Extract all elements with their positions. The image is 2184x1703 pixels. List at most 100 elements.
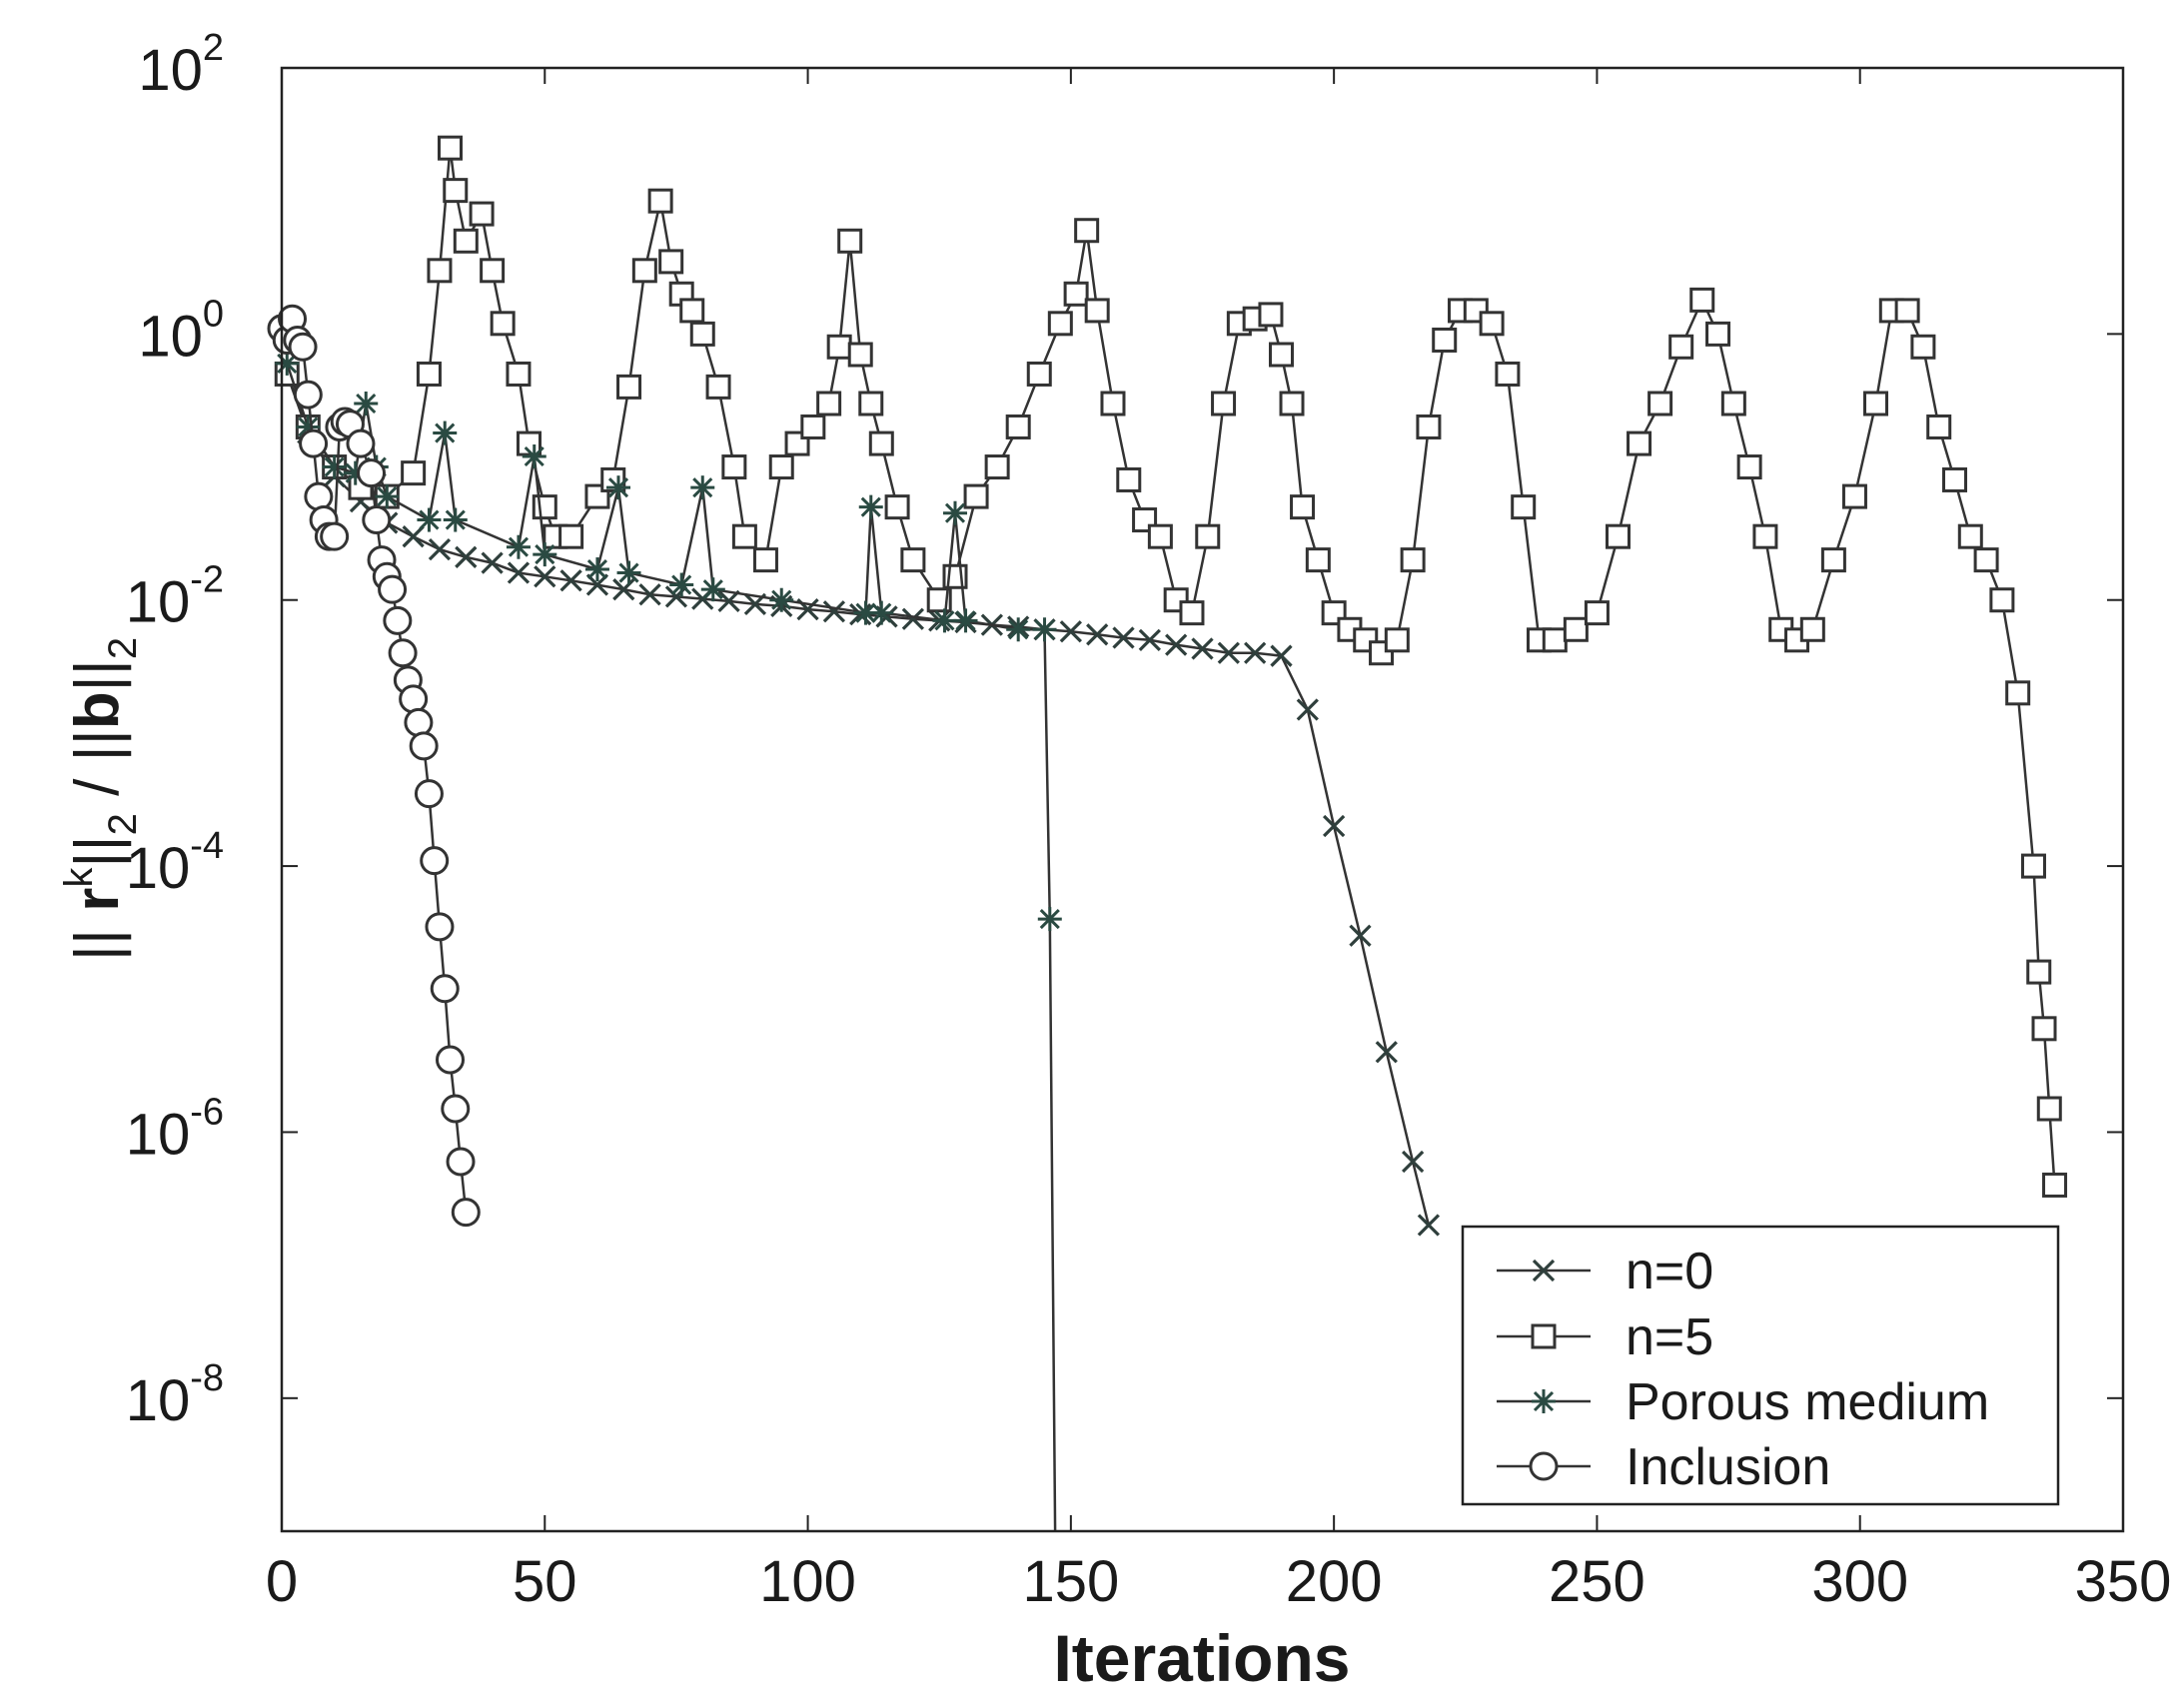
- data-point-square: [490, 311, 516, 337]
- data-point-circle: [346, 428, 376, 458]
- data-point-circle: [299, 428, 329, 458]
- x-tick-label: 150: [1022, 1549, 1119, 1614]
- data-point-square: [1400, 547, 1426, 573]
- data-point-x: [534, 565, 556, 588]
- data-point-x: [1112, 626, 1135, 649]
- data-point-square: [1705, 321, 1731, 347]
- data-point-square: [658, 249, 684, 275]
- data-point-square: [2026, 959, 2052, 985]
- data-point-star: [533, 542, 557, 567]
- data-point-square: [1179, 600, 1205, 626]
- data-point-square: [1926, 414, 1952, 439]
- data-point-square: [427, 258, 453, 284]
- y-tick-label: 10-8: [126, 1357, 224, 1433]
- data-point-star: [1032, 617, 1057, 642]
- data-point-square: [1495, 361, 1521, 387]
- data-point-square: [443, 178, 469, 204]
- data-point-square: [1511, 494, 1537, 520]
- data-point-star: [322, 454, 347, 479]
- data-point-x: [1349, 924, 1372, 947]
- data-point-square: [1941, 466, 1967, 492]
- data-point-square: [1479, 311, 1505, 337]
- data-point-circle: [362, 505, 392, 535]
- data-point-square: [984, 454, 1010, 480]
- data-point-circle: [446, 1147, 476, 1177]
- data-point-square: [1279, 391, 1305, 417]
- legend-marker-star: [1532, 1389, 1556, 1413]
- x-tick-label: 100: [759, 1549, 856, 1614]
- data-point-square: [1542, 627, 1568, 653]
- data-point-square: [837, 228, 863, 254]
- data-point-square: [1910, 334, 1936, 360]
- data-point-square: [1047, 311, 1073, 337]
- data-point-x: [1244, 641, 1267, 664]
- data-point-square: [1063, 281, 1089, 307]
- data-point-circle: [425, 912, 455, 942]
- legend: n=0 n=5 Porous medium Inclusion: [1461, 1225, 2060, 1506]
- series-line: [286, 363, 1057, 1532]
- data-point-square: [1605, 523, 1631, 549]
- legend-box: [1461, 1225, 2060, 1506]
- legend-marker-glyph: [1532, 1259, 1556, 1282]
- legend-label-n0: n=0: [1626, 1243, 1713, 1300]
- data-point-x: [507, 561, 531, 584]
- data-point-star: [606, 475, 631, 500]
- data-point-square: [721, 454, 747, 480]
- tick-labels: 0 50 100 150 200 250 300 350 102 100 10-2 10-4 10-6 1…: [126, 27, 2172, 1614]
- data-point-square: [752, 547, 778, 573]
- data-point-x: [1059, 620, 1082, 643]
- x-axis-title: Iterations: [1053, 1621, 1350, 1695]
- data-point-square: [1005, 414, 1031, 439]
- data-point-x: [822, 600, 846, 623]
- data-point-star: [584, 557, 609, 582]
- data-point-square: [847, 342, 873, 368]
- data-point-star: [433, 421, 458, 445]
- legend-marker-glyph: [1529, 1451, 1559, 1481]
- x-tick-label: 0: [266, 1549, 298, 1614]
- data-point-x: [1165, 633, 1188, 656]
- data-point-square: [705, 374, 731, 400]
- legend-label-n5: n=5: [1626, 1308, 1713, 1366]
- data-point-square: [1820, 547, 1846, 573]
- data-point-square: [816, 391, 842, 417]
- data-point-square: [1689, 287, 1715, 313]
- data-point-square: [900, 547, 926, 573]
- y-tick-label: 100: [138, 293, 224, 369]
- data-point-square: [1026, 361, 1052, 387]
- data-point-x: [402, 525, 425, 548]
- data-point-square: [631, 258, 657, 284]
- data-point-circle: [441, 1094, 471, 1124]
- data-point-star: [1037, 907, 1062, 932]
- data-point-square: [1384, 627, 1410, 653]
- data-point-circle: [320, 521, 350, 551]
- data-point-square: [884, 494, 910, 520]
- data-point-square: [2036, 1096, 2062, 1122]
- data-point-square: [1841, 483, 1867, 509]
- data-point-x: [1323, 814, 1346, 838]
- data-point-star: [417, 507, 442, 532]
- data-point-x: [559, 569, 582, 592]
- data-point-square: [1074, 218, 1100, 244]
- data-point-circle: [383, 605, 413, 635]
- data-point-circle: [399, 684, 429, 714]
- data-point-square: [469, 201, 495, 227]
- data-point-star: [953, 608, 978, 633]
- data-point-x: [638, 583, 661, 606]
- data-point-x: [1138, 628, 1161, 651]
- data-point-star: [769, 587, 794, 612]
- legend-label-porous: Porous medium: [1626, 1373, 1989, 1431]
- data-point-square: [1736, 454, 1762, 480]
- data-point-square: [616, 374, 642, 400]
- data-point-square: [1720, 391, 1746, 417]
- data-point-star: [522, 443, 546, 468]
- data-point-x: [1191, 637, 1214, 660]
- data-point-square: [1195, 523, 1221, 549]
- data-point-circle: [451, 1198, 481, 1228]
- data-point-circle: [388, 638, 418, 668]
- data-point-square: [1799, 616, 1825, 642]
- data-point-square: [1973, 547, 1999, 573]
- data-point-square: [1863, 391, 1889, 417]
- x-tick-label: 250: [1549, 1549, 1645, 1614]
- data-point-star: [858, 494, 883, 519]
